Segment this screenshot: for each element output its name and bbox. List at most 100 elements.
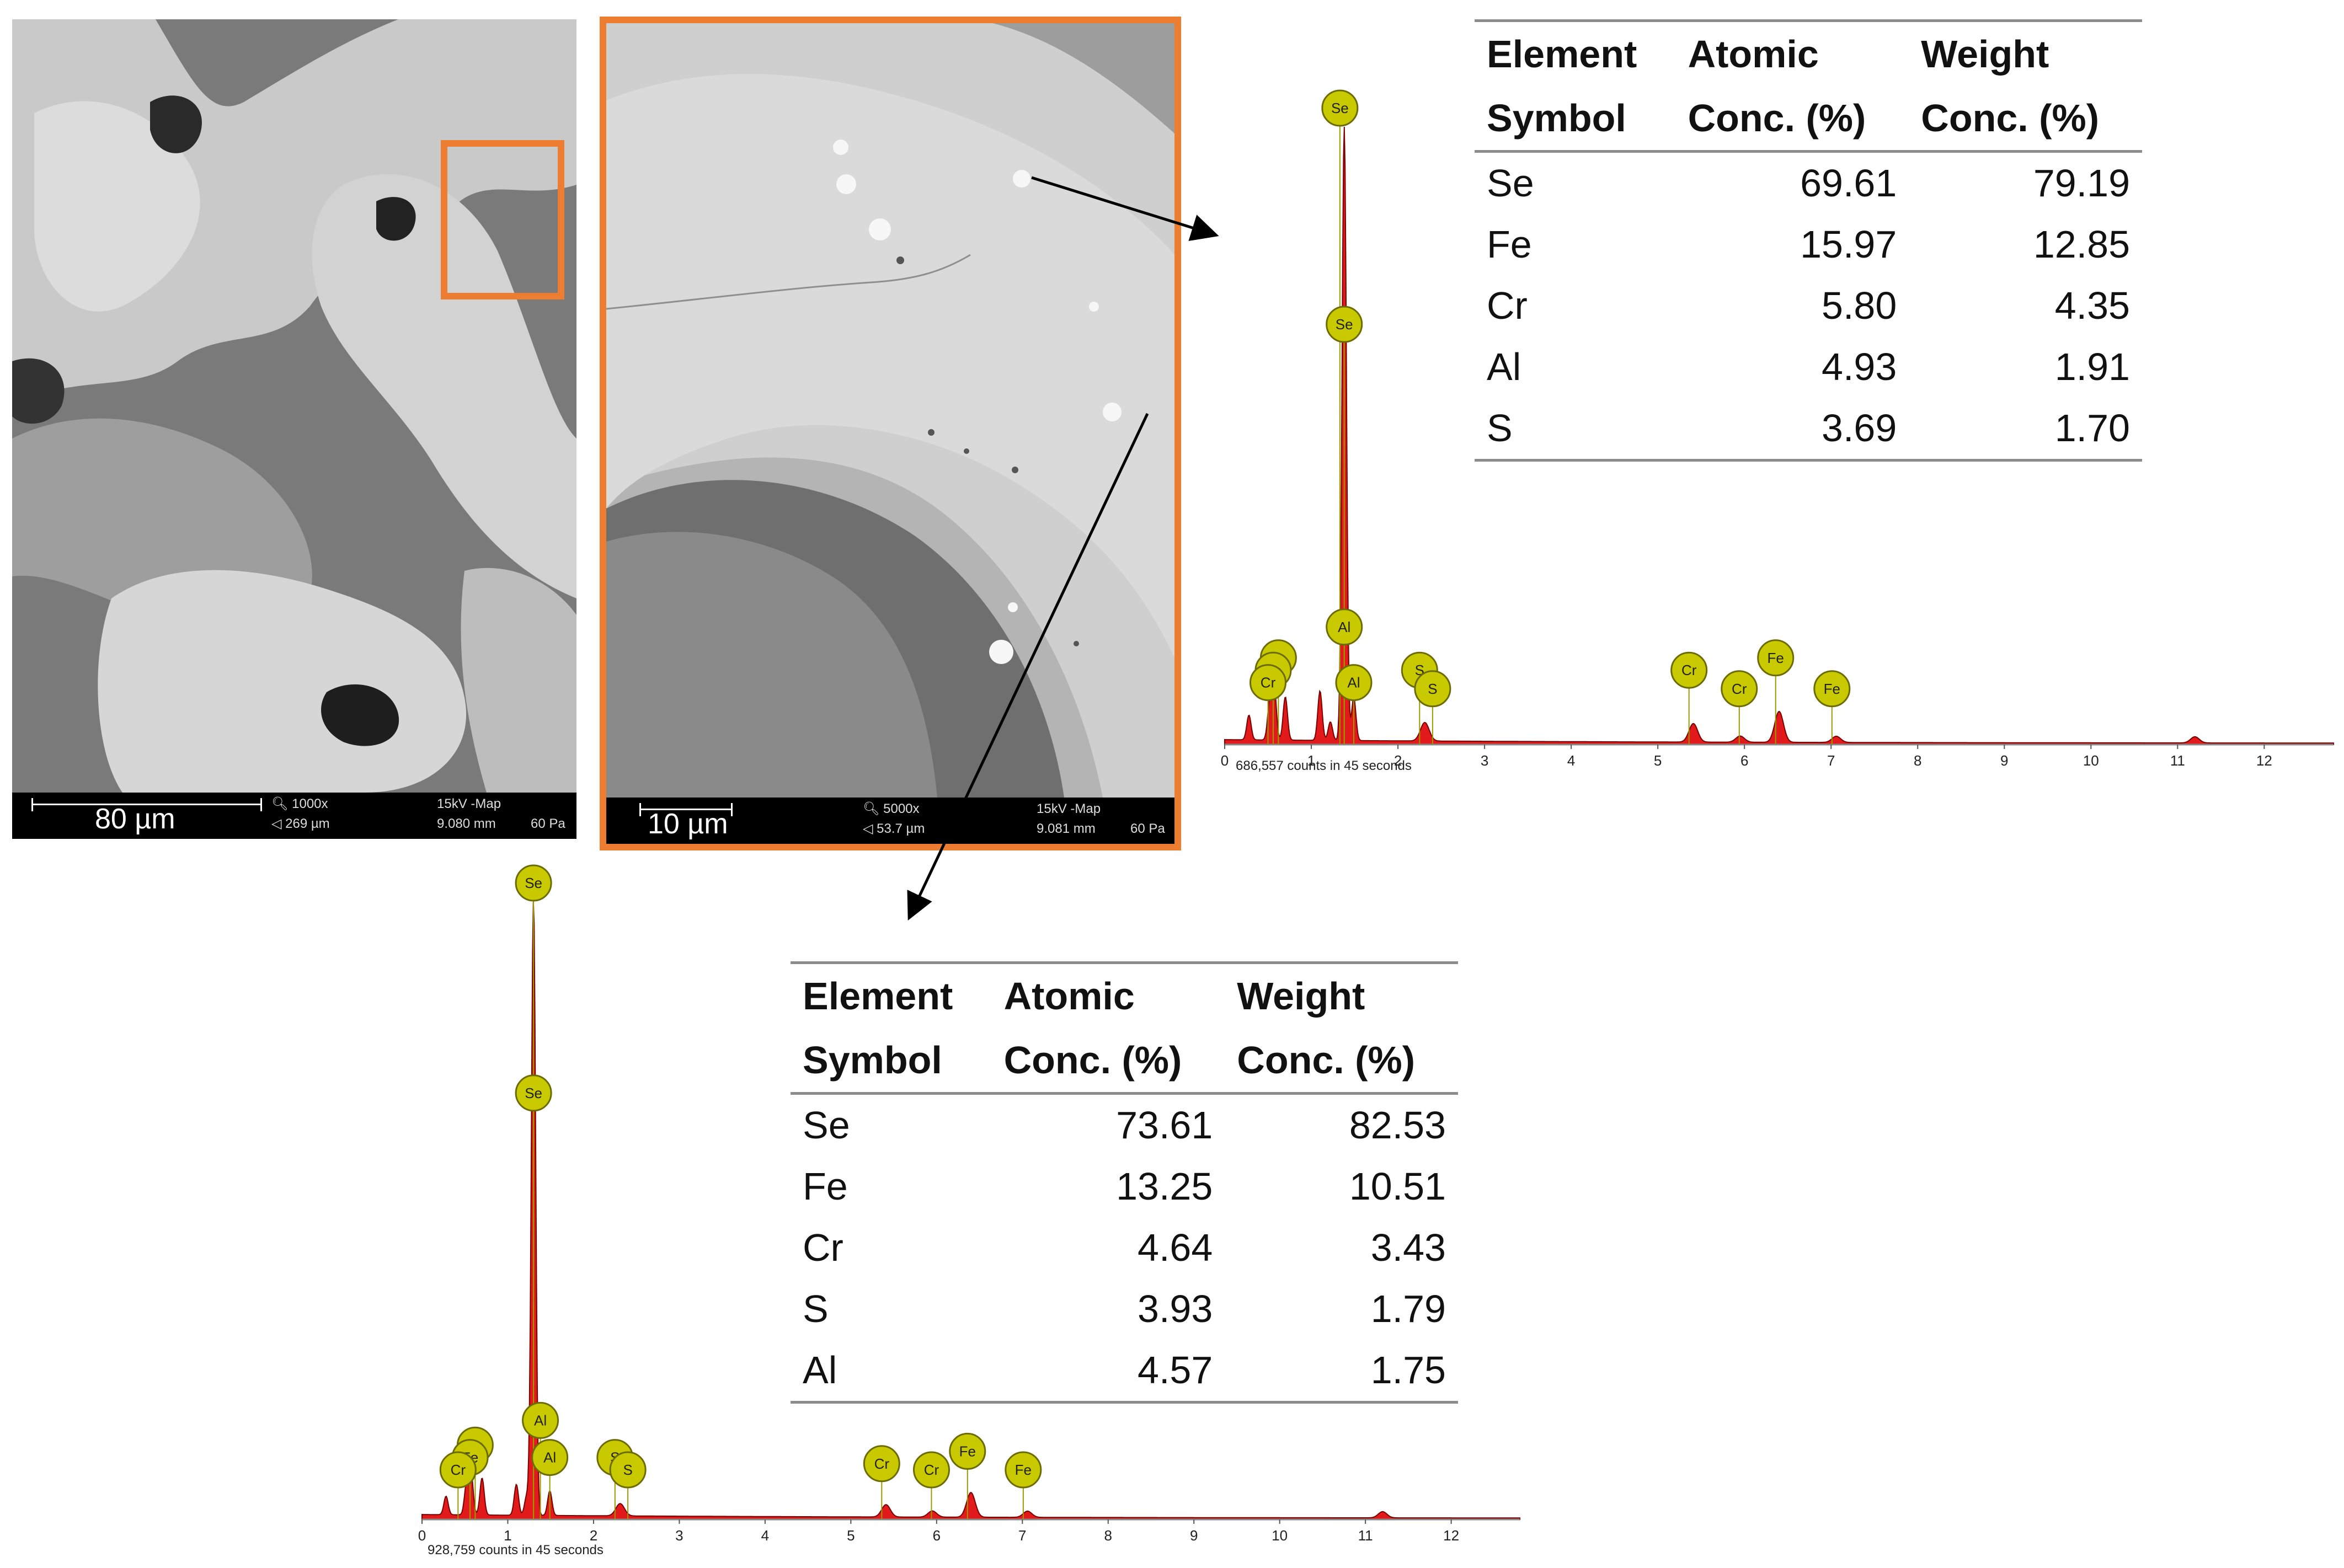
x-tick-label: 1 (1307, 752, 1315, 769)
element-marker (1813, 670, 1851, 708)
x-tick-label: 12 (1443, 1527, 1459, 1544)
spectrum-plot: 0123456789101112SeSeAlAlFeFeCrSSCrCrFeFe (418, 864, 1520, 1544)
element-symbol: Se (1487, 162, 1534, 205)
x-tick-label: 12 (2256, 752, 2272, 769)
element-marker-label: Se (525, 1085, 542, 1101)
element-marker (949, 1432, 986, 1470)
weight-conc: 10.51 (1349, 1165, 1446, 1208)
table-row: S 3.69 1.70 (1475, 398, 2142, 462)
sem-texture-zoom (606, 23, 1174, 798)
x-tick-label: 7 (1018, 1527, 1026, 1544)
pressure-value: 60 Pa (531, 816, 565, 831)
element-marker-label: S (1428, 681, 1437, 697)
x-tick-label: 2 (1394, 752, 1402, 769)
element-marker-label: Se (525, 875, 542, 891)
weight-conc: 1.70 (1909, 398, 2142, 462)
element-marker (1326, 306, 1363, 343)
magnification-value: 5000x (883, 801, 920, 816)
element-marker (1321, 89, 1359, 127)
element-symbol: Cr (1487, 284, 1528, 327)
table-row: Se 73.61 82.53 (791, 1094, 1458, 1157)
field-of-view-readout: ◁ 53.7 µm (863, 821, 925, 837)
element-marker (1326, 608, 1363, 646)
field-of-view-value: 53.7 µm (877, 821, 925, 836)
column-header: Atomic (1675, 19, 1909, 86)
element-marker (863, 1445, 900, 1483)
table-row: S 3.93 1.79 (791, 1278, 1458, 1340)
counts-label: 686,557 counts in 45 seconds (1236, 758, 1412, 773)
magnifier-icon: 🔍︎ (271, 796, 289, 811)
sem-texture-overview (12, 19, 576, 793)
field-of-view-readout: ◁ 269 µm (271, 816, 330, 832)
element-marker (439, 1451, 477, 1489)
weight-conc: 3.43 (1370, 1226, 1446, 1269)
magnification-value: 1000x (292, 796, 328, 811)
element-symbol: S (1475, 398, 1676, 462)
element-marker-label: Cr (451, 1462, 466, 1478)
weight-conc: 82.53 (1349, 1104, 1446, 1147)
weight-conc: 1.75 (1225, 1340, 1458, 1404)
weight-conc: 1.91 (2054, 345, 2130, 388)
spectrum-plot: 0123456789101112SeSeAlAlFeFeCrSSCrCrFeFe (1221, 89, 2334, 769)
element-symbol: Se (803, 1104, 850, 1147)
arrow-to-bottom-spectrum (907, 413, 1149, 921)
beam-mode-value: 15kV -Map (1037, 801, 1101, 816)
element-marker (515, 1074, 552, 1112)
scale-bar-label: 80 µm (95, 803, 175, 835)
x-tick-label: 11 (1358, 1527, 1373, 1544)
x-tick-label: 2 (590, 1527, 597, 1544)
column-header: Conc. (%) (1909, 86, 2142, 153)
column-header: Symbol (791, 1028, 992, 1095)
atomic-conc: 13.25 (1116, 1165, 1213, 1208)
atomic-conc: 15.97 (1800, 223, 1897, 266)
element-marker-label: Cr (874, 1455, 890, 1472)
working-distance-value: 9.081 mm (1037, 821, 1096, 836)
field-of-view-value: 269 µm (285, 816, 330, 831)
column-header: Conc. (%) (1675, 86, 1909, 153)
element-marker-label: Cr (1732, 681, 1747, 697)
column-header: Symbol (1475, 86, 1676, 153)
weight-conc: 4.35 (2054, 284, 2130, 327)
table-row: Fe 13.25 10.51 (791, 1156, 1458, 1217)
element-marker (1757, 639, 1795, 677)
beam-mode-value: 15kV -Map (437, 796, 501, 811)
element-marker-label: Cr (1681, 662, 1697, 678)
element-marker-label: Fe (959, 1443, 976, 1459)
sem-micrograph-overview: 80 µm 🔍︎ 1000x ◁ 269 µm 15kV -Map 9.080 … (12, 19, 576, 839)
element-marker-label: Al (1338, 619, 1350, 635)
table-row: Al 4.93 1.91 (1475, 336, 2142, 398)
element-marker (1414, 670, 1451, 708)
column-header: Weight (1909, 19, 2142, 86)
column-header: Element (1475, 19, 1676, 86)
table-row: Fe 15.97 12.85 (1475, 214, 2142, 275)
element-marker-label: Cr (1261, 675, 1276, 691)
element-marker-label: Al (534, 1412, 547, 1428)
pressure-value: 60 Pa (1130, 821, 1165, 836)
table-row: Cr 4.64 3.43 (791, 1217, 1458, 1278)
element-marker-label: S (623, 1462, 632, 1478)
element-marker (609, 1451, 647, 1489)
arrow-to-top-spectrum (1031, 176, 1219, 241)
weight-conc: 12.85 (2033, 223, 2130, 266)
x-tick-label: 0 (1221, 752, 1229, 769)
magnification-readout: 🔍︎ 5000x (863, 801, 920, 817)
element-marker (531, 1439, 569, 1476)
composition-table-bottom: Element Atomic Weight Symbol Conc. (%) C… (791, 961, 1458, 1404)
x-tick-label: 6 (1740, 752, 1748, 769)
x-tick-label: 7 (1827, 752, 1835, 769)
table-row: Al 4.57 1.75 (791, 1340, 1458, 1404)
x-tick-label: 9 (1190, 1527, 1198, 1544)
element-symbol: Al (791, 1340, 992, 1404)
element-marker (1721, 670, 1758, 708)
element-marker-label: Fe (1824, 681, 1840, 697)
x-tick-label: 4 (1567, 752, 1575, 769)
element-marker (1670, 651, 1708, 689)
spectrum-area (1224, 126, 2334, 745)
atomic-conc: 5.80 (1822, 284, 1897, 327)
element-symbol: Al (1487, 345, 1521, 388)
table-header-row: Element Atomic Weight (791, 961, 1458, 1028)
x-tick-label: 6 (933, 1527, 941, 1544)
table-header-row: Symbol Conc. (%) Conc. (%) (791, 1028, 1458, 1095)
field-width-icon: ◁ (271, 816, 282, 831)
